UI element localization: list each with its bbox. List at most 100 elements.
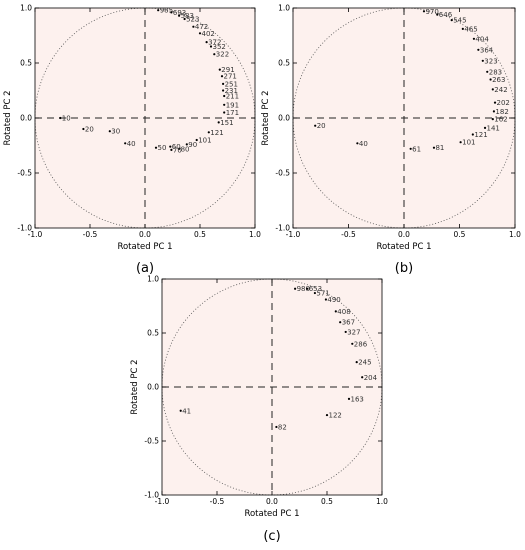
data-point-label-364: 364 <box>480 46 494 54</box>
y-axis-label: Rotated PC 2 <box>130 359 140 414</box>
y-tick-label: 1.0 <box>147 275 159 284</box>
data-point-label-286: 286 <box>354 340 368 348</box>
data-point-label-90: 90 <box>188 141 197 149</box>
data-point-label-693: 693 <box>173 9 186 17</box>
y-tick-label: 0.5 <box>147 329 159 338</box>
data-point-label-231: 231 <box>225 87 238 95</box>
x-tick-label: -0.5 <box>341 230 356 239</box>
x-tick-label: -1.0 <box>155 497 170 506</box>
data-point-202 <box>493 101 497 104</box>
data-point-label-202: 202 <box>497 99 510 107</box>
data-point-label-980: 980 <box>297 285 310 293</box>
data-point-label-20: 20 <box>85 126 94 134</box>
data-point-label-523: 523 <box>186 16 199 24</box>
y-tick-label: 0.0 <box>278 114 290 123</box>
data-point-label-402: 402 <box>202 30 215 38</box>
x-tick-label: -0.5 <box>210 497 225 506</box>
data-point-465 <box>461 27 464 30</box>
data-point-646 <box>436 13 439 16</box>
data-point-label-101: 101 <box>462 139 475 147</box>
data-point-327 <box>344 330 347 334</box>
data-point-label-81: 81 <box>435 144 444 152</box>
data-point-50 <box>154 146 158 149</box>
data-point-81 <box>432 146 436 149</box>
x-tick-label: 0.0 <box>139 230 151 239</box>
data-point-80 <box>178 147 181 150</box>
data-point-label-61: 61 <box>412 145 421 153</box>
x-axis-label: Rotated PC 1 <box>376 242 431 252</box>
data-point-label-30: 30 <box>111 128 120 136</box>
data-point-583 <box>178 14 181 17</box>
data-point-545 <box>450 19 453 22</box>
data-point-41 <box>179 409 182 412</box>
data-point-323 <box>481 59 484 62</box>
data-point-label-41: 41 <box>182 407 191 415</box>
data-point-151 <box>217 121 220 124</box>
data-point-70 <box>170 148 173 151</box>
data-point-label-323: 323 <box>484 57 497 65</box>
data-point-label-970: 970 <box>425 8 438 16</box>
y-tick-label: -0.5 <box>275 169 290 178</box>
data-point-271 <box>220 75 224 78</box>
data-point-372 <box>205 41 208 44</box>
data-point-141 <box>483 126 487 129</box>
y-tick-label: 0.5 <box>20 59 32 68</box>
data-point-653 <box>306 287 309 290</box>
data-point-162 <box>491 118 494 121</box>
data-point-322 <box>213 53 216 56</box>
data-point-283 <box>486 70 489 73</box>
x-axis-label: Rotated PC 1 <box>244 509 299 519</box>
data-point-171 <box>223 111 226 114</box>
data-point-163 <box>347 397 351 400</box>
data-point-242 <box>491 88 494 91</box>
data-point-402 <box>198 32 202 35</box>
y-tick-label: 0.0 <box>147 383 159 392</box>
data-point-label-162: 162 <box>494 116 507 124</box>
data-point-label-122: 122 <box>329 412 342 420</box>
data-point-label-465: 465 <box>464 25 477 33</box>
data-point-label-271: 271 <box>224 73 237 81</box>
data-point-label-646: 646 <box>439 11 453 19</box>
data-point-352 <box>209 45 213 48</box>
y-axis-label: Rotated PC 2 <box>3 90 13 145</box>
x-tick-label: 1.0 <box>509 230 521 239</box>
x-tick-label: 1.0 <box>376 497 388 506</box>
y-tick-label: -1.0 <box>144 491 159 500</box>
data-point-286 <box>351 342 354 345</box>
data-point-label-211: 211 <box>226 93 239 101</box>
x-tick-label: 0.0 <box>266 497 278 506</box>
data-point-label-251: 251 <box>225 80 238 88</box>
data-point-label-60: 60 <box>172 143 181 151</box>
data-point-204 <box>361 376 364 379</box>
data-point-367 <box>339 321 342 324</box>
y-tick-label: -0.5 <box>144 437 159 446</box>
panel-b: -1.0 -0.5 0.0 0.5 1.0 -1.0 -0.5 0.0 0.5 1.0 Rotate… <box>261 4 521 277</box>
y-axis-label: Rotated PC 2 <box>261 90 271 145</box>
y-tick-label: -1.0 <box>275 224 290 233</box>
data-point-101 <box>195 138 198 142</box>
data-point-245 <box>355 361 358 364</box>
x-tick-label: 1.0 <box>249 230 261 239</box>
data-point-523 <box>183 17 186 21</box>
data-point-364 <box>477 48 480 51</box>
data-point-label-545: 545 <box>453 17 466 25</box>
data-point-472 <box>192 25 195 28</box>
x-tick-label: 0.5 <box>454 230 466 239</box>
y-tick-label: 0.0 <box>20 114 32 123</box>
data-point-263 <box>489 78 492 81</box>
y-tick-label: 1.0 <box>278 4 290 13</box>
data-point-label-171: 171 <box>226 109 239 117</box>
data-point-label-70: 70 <box>173 146 182 154</box>
y-tick-label: -1.0 <box>17 224 32 233</box>
x-tick-label: -1.0 <box>28 230 43 239</box>
data-point-label-490: 490 <box>327 296 340 304</box>
data-point-label-245: 245 <box>358 359 371 367</box>
data-point-label-472: 472 <box>195 23 208 31</box>
data-point-label-283: 283 <box>489 68 502 76</box>
data-point-label-583: 583 <box>181 12 194 20</box>
data-point-182 <box>492 110 496 113</box>
data-point-label-408: 408 <box>337 308 350 316</box>
data-point-label-80: 80 <box>181 145 190 153</box>
data-point-label-141: 141 <box>487 124 500 132</box>
